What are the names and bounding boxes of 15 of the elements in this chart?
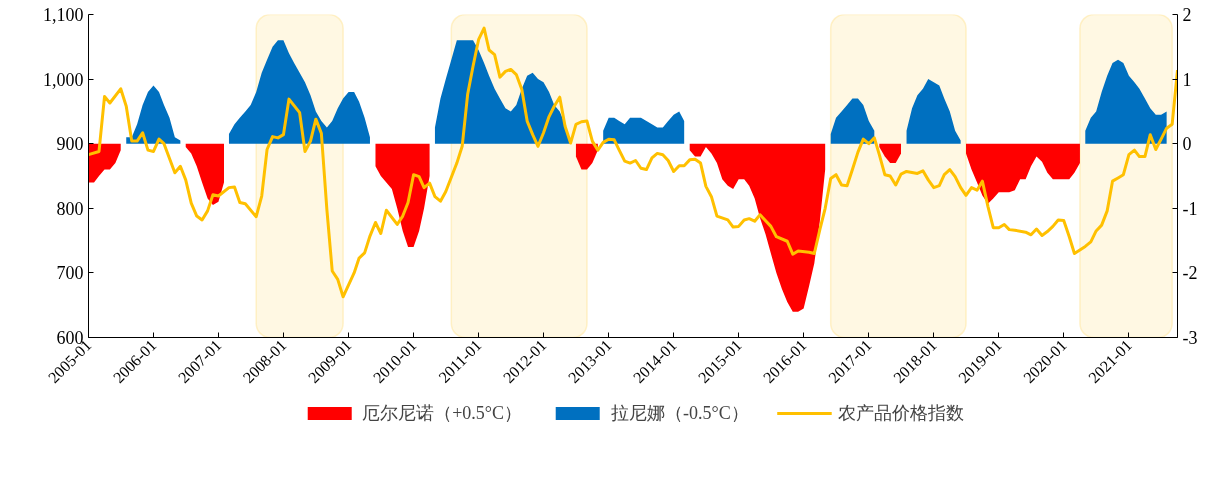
y-tick-label: 1,100 (43, 5, 84, 25)
y2-tick-label: -2 (1182, 263, 1198, 284)
legend-label: 农产品价格指数 (837, 402, 964, 425)
y-tick-label: 700 (56, 263, 84, 284)
y2-tick-label: 0 (1182, 134, 1192, 155)
legend-label: 拉尼娜（-0.5°C） (611, 402, 749, 425)
y2-tick-label: 2 (1182, 5, 1192, 25)
y-tick-label: 1,000 (43, 69, 84, 90)
line-series (88, 26, 1178, 299)
y2-tick-label: -1 (1182, 198, 1198, 219)
y2-tick-label: -3 (1182, 328, 1198, 348)
y2-tick-label: 1 (1182, 69, 1192, 90)
y-tick-label: 900 (56, 134, 84, 155)
legend-label: 厄尔尼诺（+0.5°C） (362, 402, 523, 425)
y-tick-label: 800 (56, 198, 84, 219)
